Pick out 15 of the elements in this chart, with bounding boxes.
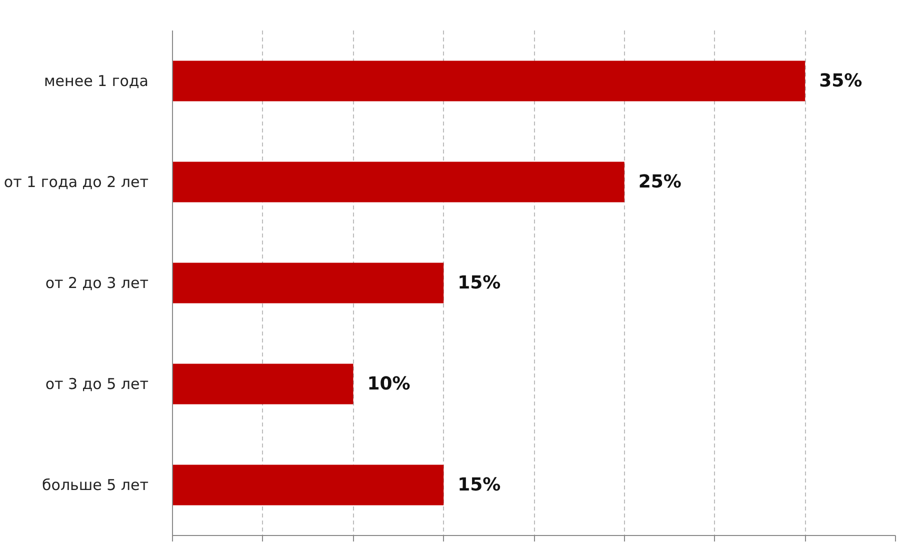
bar	[172, 464, 444, 506]
bar	[172, 60, 806, 102]
data-label: 25%	[638, 172, 682, 192]
bar	[172, 364, 354, 404]
y-tick-label: больше 5 лет	[42, 476, 149, 494]
data-label: 15%	[458, 474, 501, 496]
y-tick-label: от 3 до 5 лет	[45, 375, 149, 393]
y-tick-label: менее 1 года	[44, 72, 149, 90]
bar	[172, 162, 624, 202]
data-label: 15%	[458, 272, 501, 294]
data-label: 35%	[819, 70, 862, 92]
data-label: 10%	[367, 374, 410, 394]
bar	[172, 262, 444, 304]
y-tick-label: от 2 до 3 лет	[45, 274, 149, 292]
y-tick-label: от 1 года до 2 лет	[4, 173, 149, 191]
